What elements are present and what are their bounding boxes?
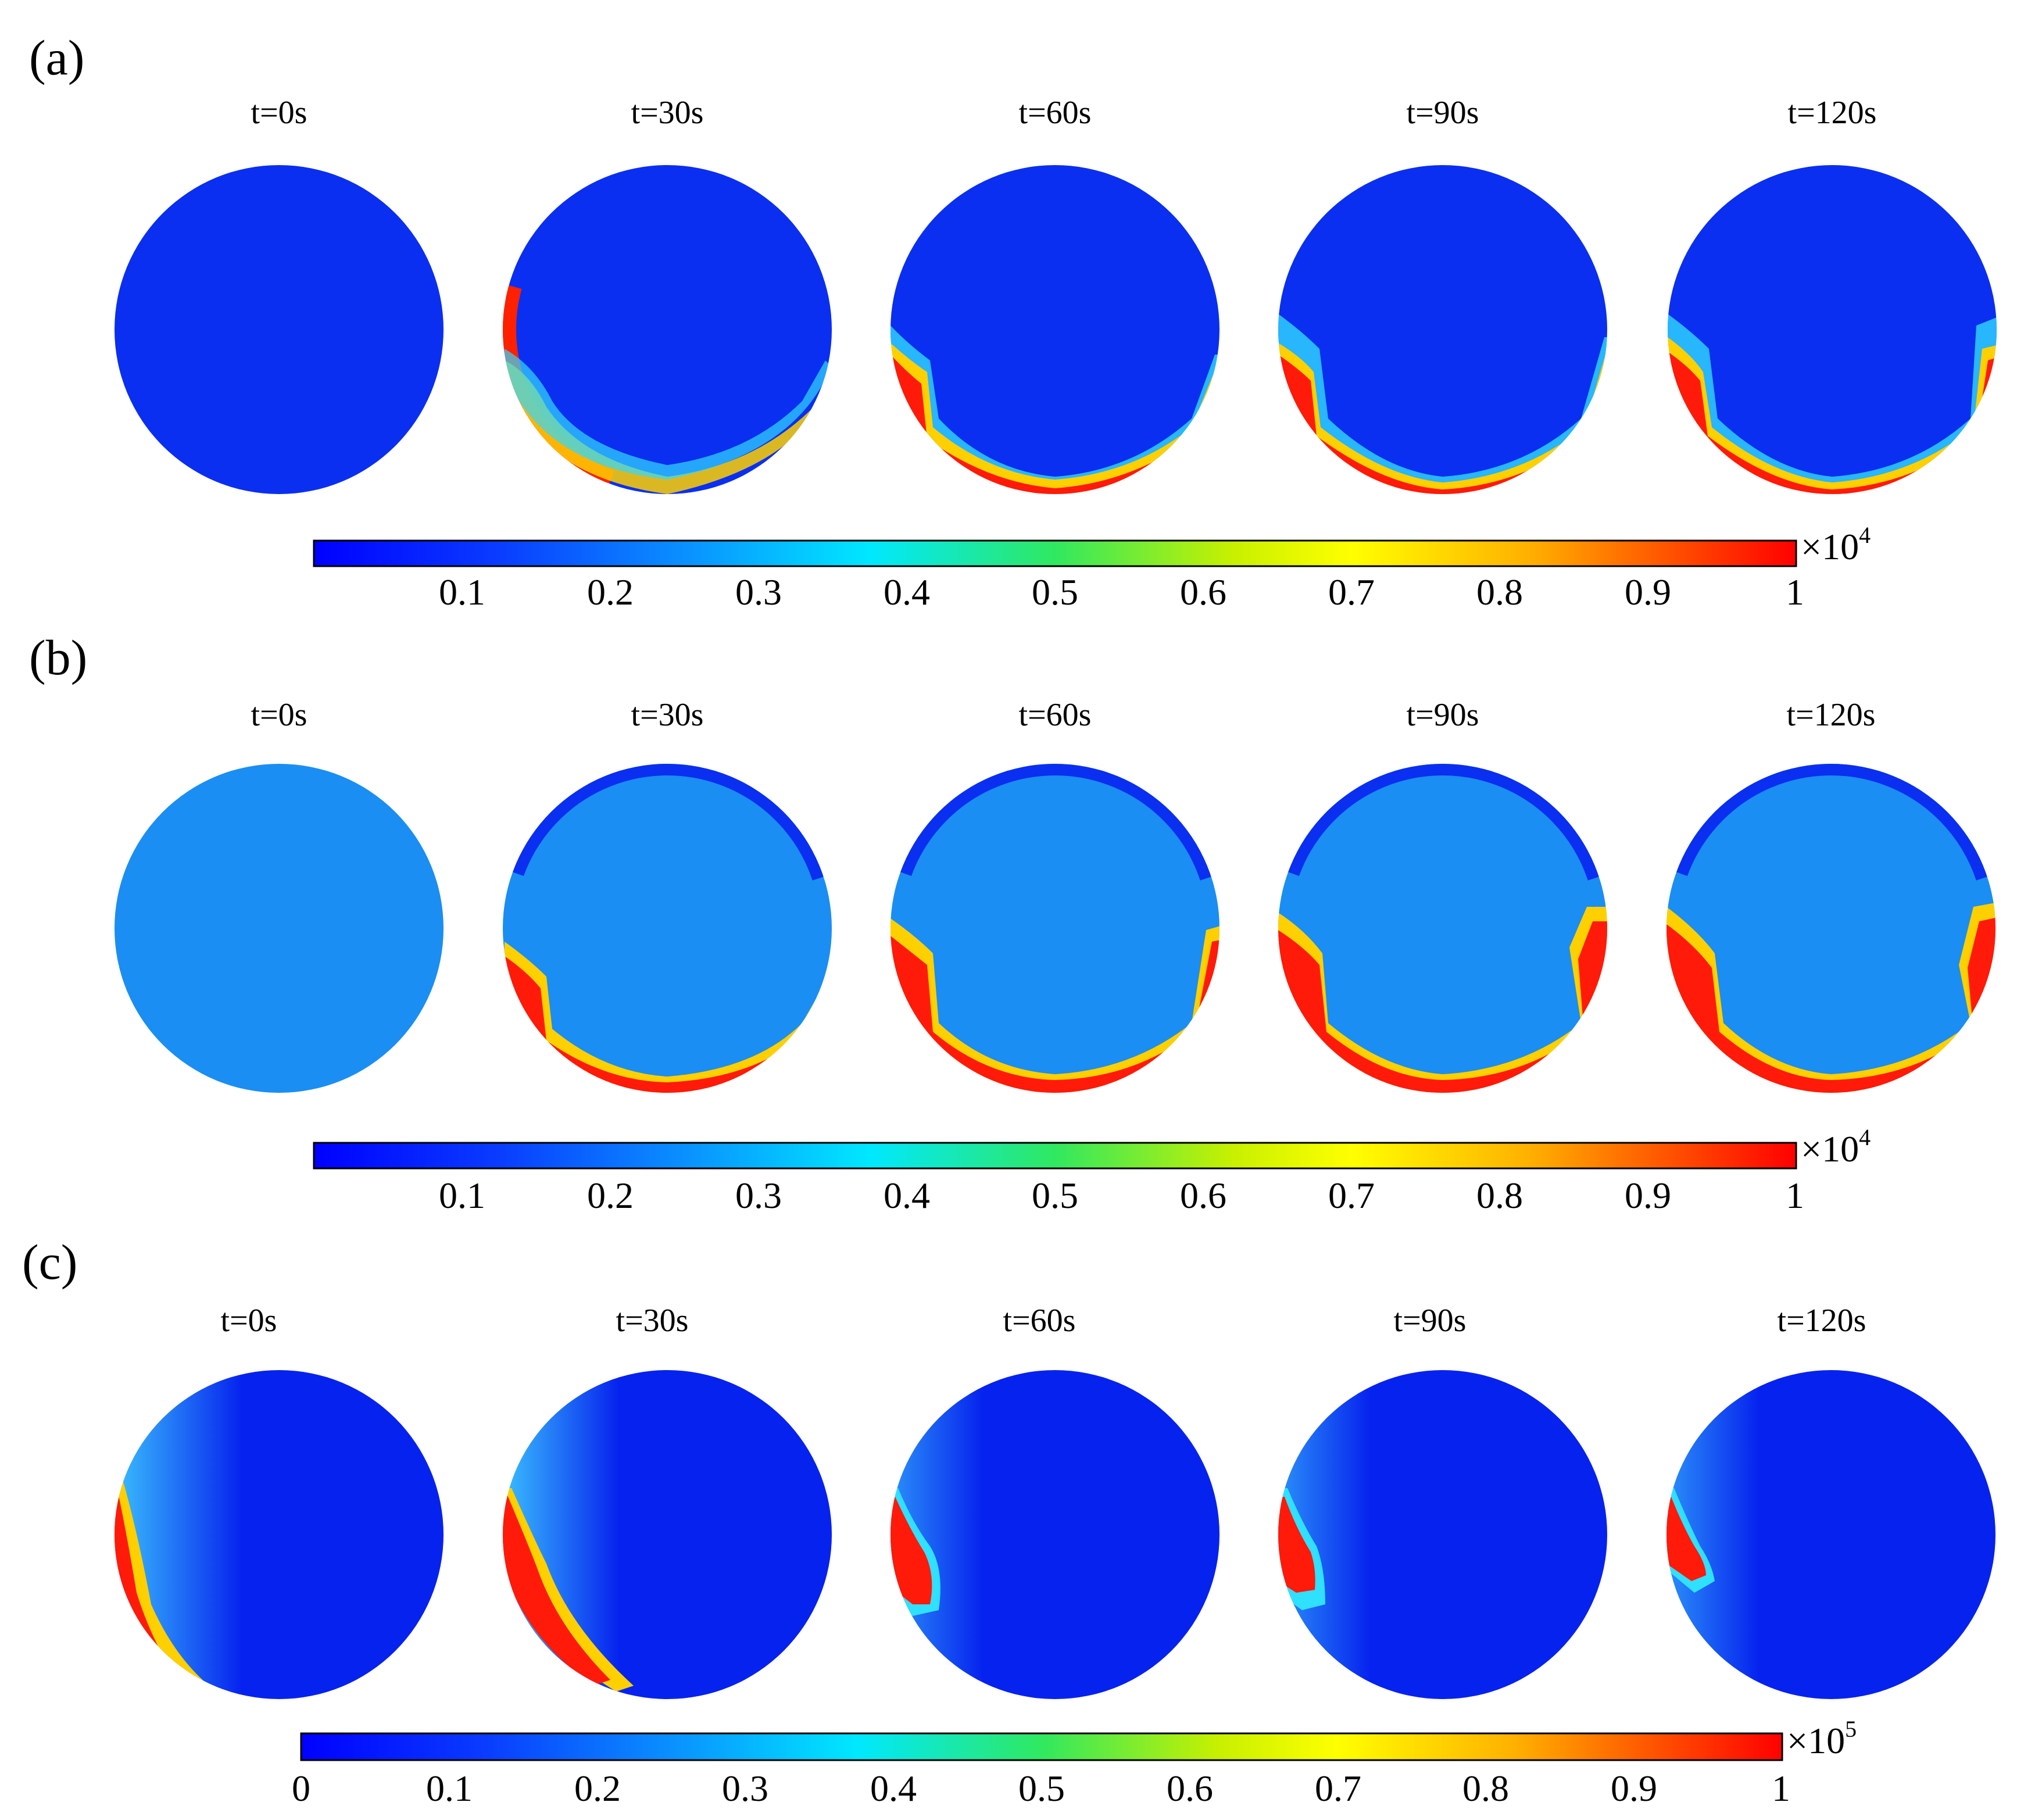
time-label: t=120s — [1788, 95, 1877, 131]
contour-disc — [891, 764, 1220, 1093]
colorbar-multiplier: ×104 — [1801, 522, 1871, 567]
colorbar-tick-label: 0.5 — [1032, 1175, 1078, 1216]
panel-b: (b) t=0s t=30s t=60s t=90s t=120s — [29, 630, 1995, 1216]
colorbar-tick-label: 1 — [1786, 1175, 1804, 1216]
contour-disc — [1666, 764, 1995, 1093]
time-label: t=90s — [1407, 95, 1479, 131]
colorbar-tick-label: 0.6 — [1180, 571, 1226, 613]
panel-c: (c) t=0s t=30s t=60s t=90s t=120s — [22, 1234, 1995, 1809]
colorbar-tick-label: 0.4 — [884, 1175, 930, 1216]
contour-disc — [891, 1370, 1220, 1699]
colorbar-tick-label: 0.1 — [439, 1175, 485, 1216]
colorbar-tick-label: 0.1 — [439, 571, 485, 613]
colorbar-tick-label: 0.2 — [587, 571, 634, 613]
time-label: t=0s — [251, 697, 307, 733]
colorbar-tick-label: 0.6 — [1167, 1768, 1213, 1809]
panel-label-c: (c) — [22, 1234, 77, 1290]
time-label: t=120s — [1787, 697, 1876, 733]
colorbar-tick-label: 0.2 — [574, 1768, 621, 1809]
colorbar-tick-label: 0.3 — [722, 1768, 768, 1809]
colorbar: 0.1 0.2 0.3 0.4 0.5 0.6 0.7 0.8 0.9 1 ×1… — [313, 522, 1871, 613]
colorbar-tick-label: 0.8 — [1476, 571, 1523, 613]
colorbar-tick-label: 0.7 — [1315, 1768, 1361, 1809]
colorbar-tick-label: 0.9 — [1611, 1768, 1657, 1809]
time-label: t=60s — [1003, 1303, 1076, 1339]
colorbar-tick-label: 0 — [292, 1768, 310, 1809]
colorbar-tick-label: 1 — [1772, 1768, 1790, 1809]
panel-label-b: (b) — [29, 630, 87, 685]
contour-disc — [503, 1370, 832, 1699]
contour-disc — [1278, 764, 1607, 1093]
colorbar-multiplier: ×104 — [1801, 1124, 1871, 1170]
colorbar-tick-label: 0.8 — [1476, 1175, 1523, 1216]
colorbar-tick-label: 0.9 — [1625, 1175, 1671, 1216]
panel-a: (a) t=0s t=30s t=60s t=90s t=120s — [29, 30, 1997, 613]
colorbar-tick-label: 0.2 — [587, 1175, 634, 1216]
time-label: t=30s — [631, 697, 704, 733]
time-label: t=120s — [1778, 1303, 1866, 1339]
colorbar-tick-label: 0.5 — [1018, 1768, 1065, 1809]
contour-disc — [1278, 1370, 1607, 1699]
contour-disc — [1668, 165, 1997, 494]
colorbar-tick-label: 0.5 — [1032, 571, 1078, 613]
time-label: t=30s — [616, 1303, 689, 1339]
colorbar-exponent: 5 — [1845, 1716, 1857, 1742]
time-label: t=0s — [251, 95, 307, 131]
time-label: t=60s — [1019, 697, 1092, 733]
contour-disc — [503, 764, 832, 1093]
contour-disc — [115, 1370, 444, 1699]
colorbar-tick-label: 0.6 — [1180, 1175, 1226, 1216]
colorbar: 0.1 0.2 0.3 0.4 0.5 0.6 0.7 0.8 0.9 1 ×1… — [313, 1124, 1871, 1216]
colorbar-tick-label: 0.7 — [1328, 1175, 1375, 1216]
contour-disc — [1278, 165, 1607, 494]
time-label: t=30s — [631, 95, 704, 131]
contour-disc — [115, 764, 444, 1093]
colorbar-exponent: 4 — [1859, 1124, 1871, 1150]
colorbar-tick-label: 1 — [1786, 571, 1804, 613]
time-label: t=60s — [1019, 95, 1092, 131]
colorbar-tick-label: 0.7 — [1328, 571, 1375, 613]
contour-disc — [891, 165, 1220, 494]
contour-disc — [503, 165, 832, 494]
colorbar-tick-label: 0.4 — [884, 571, 930, 613]
time-label: t=90s — [1407, 697, 1479, 733]
contour-disc — [115, 165, 444, 494]
colorbar-tick-label: 0.9 — [1625, 571, 1671, 613]
colorbar-tick-label: 0.1 — [426, 1768, 473, 1809]
colorbar-tick-label: 0.3 — [735, 571, 782, 613]
colorbar-multiplier: ×105 — [1787, 1716, 1857, 1761]
panel-label-a: (a) — [29, 30, 84, 85]
colorbar-tick-label: 0.4 — [870, 1768, 917, 1809]
colorbar-tick-label: 0.3 — [735, 1175, 782, 1216]
colorbar: 0 0.1 0.2 0.3 0.4 0.5 0.6 0.7 0.8 0.9 1 … — [292, 1716, 1857, 1809]
contour-disc — [1666, 1370, 1995, 1699]
colorbar-exponent: 4 — [1859, 522, 1871, 548]
time-label: t=90s — [1394, 1303, 1467, 1339]
colorbar-tick-label: 0.8 — [1462, 1768, 1509, 1809]
time-label: t=0s — [221, 1303, 277, 1339]
